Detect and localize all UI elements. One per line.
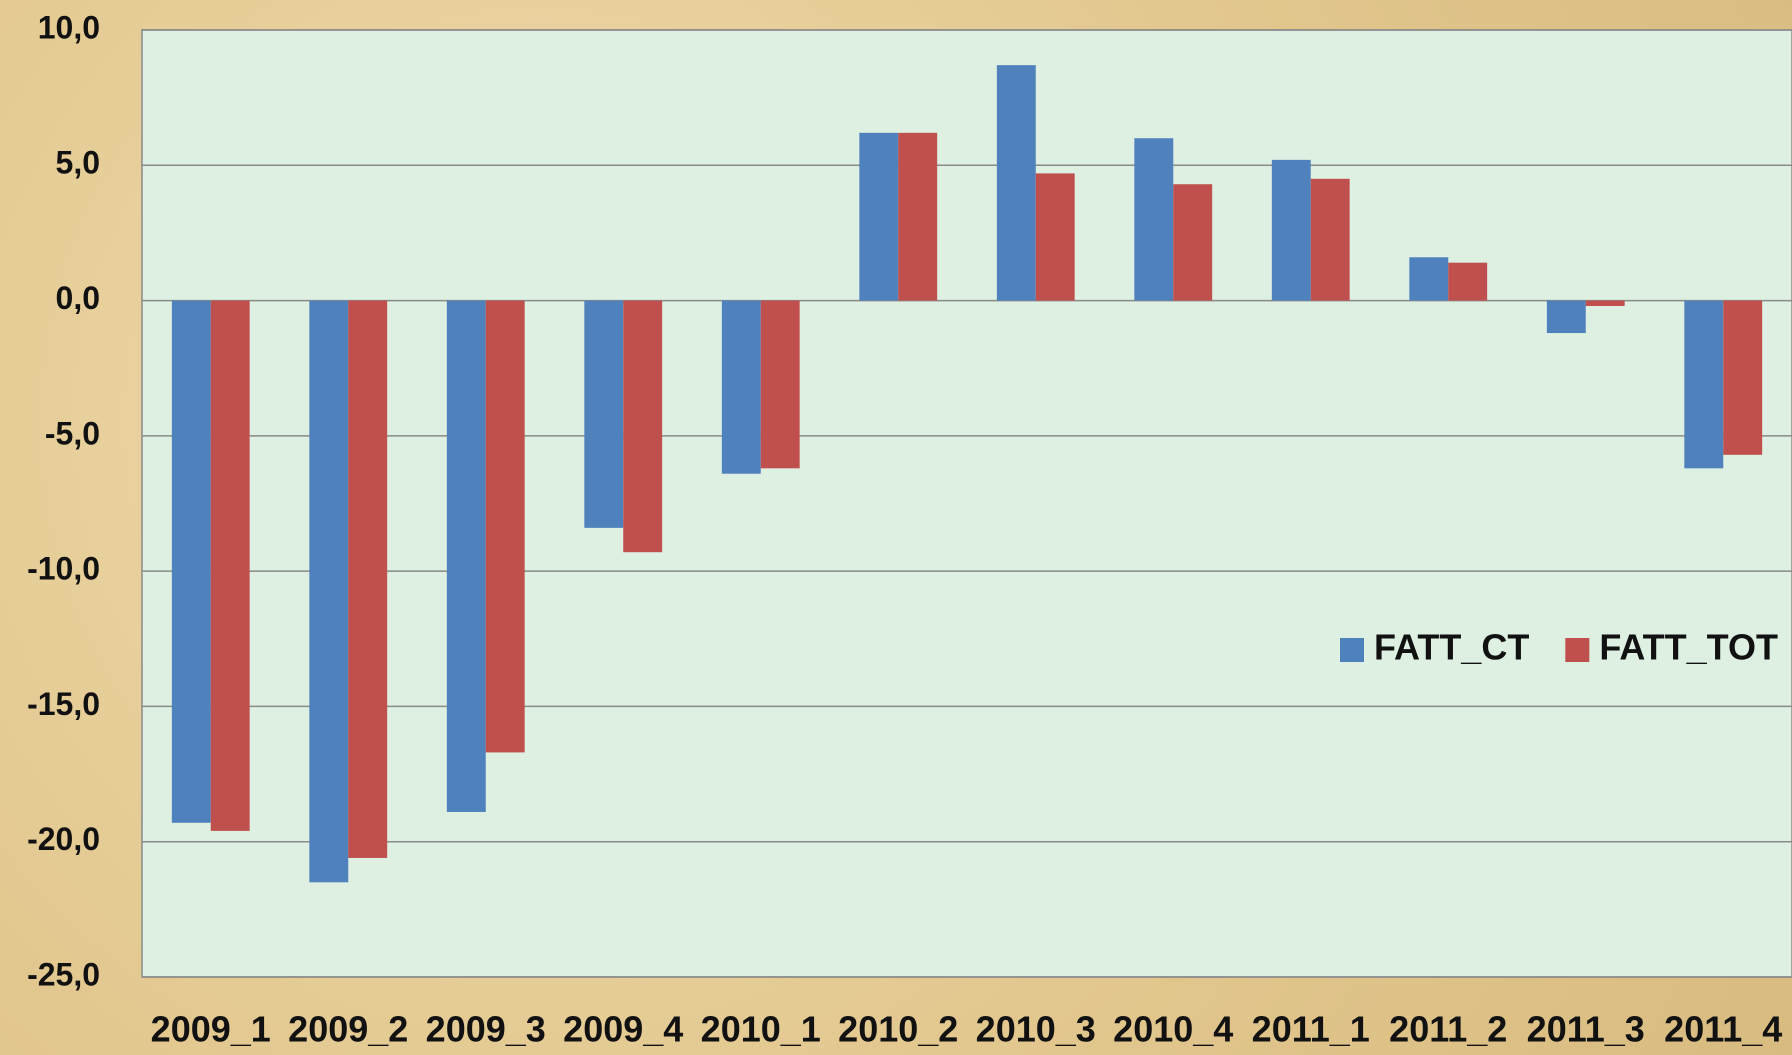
x-tick-label: 2010_4 bbox=[1113, 1009, 1233, 1050]
y-tick-label: -15,0 bbox=[27, 686, 100, 722]
y-tick-label: 0,0 bbox=[56, 280, 100, 316]
x-tick-label: 2010_2 bbox=[838, 1009, 958, 1050]
y-tick-label: -10,0 bbox=[27, 551, 100, 587]
x-tick-label: 2009_2 bbox=[288, 1009, 408, 1050]
x-tick-label: 2009_4 bbox=[563, 1009, 683, 1050]
bar bbox=[584, 300, 624, 528]
x-tick-label: 2011_3 bbox=[1527, 1009, 1645, 1050]
x-tick-label: 2010_1 bbox=[701, 1009, 821, 1050]
y-tick-label: -25,0 bbox=[27, 956, 100, 992]
bar bbox=[623, 300, 663, 553]
legend-swatch bbox=[1565, 638, 1590, 662]
x-tick-label: 2009_3 bbox=[426, 1009, 546, 1050]
bar bbox=[1684, 300, 1724, 469]
plot-area bbox=[141, 29, 1792, 978]
y-tick-label: 10,0 bbox=[38, 9, 100, 45]
x-tick-label: 2011_1 bbox=[1252, 1009, 1370, 1050]
bar bbox=[1134, 138, 1174, 301]
bar bbox=[1310, 178, 1350, 301]
legend-swatch bbox=[1340, 638, 1364, 662]
bar bbox=[1546, 300, 1586, 334]
legend-label: FATT_CT bbox=[1374, 627, 1529, 668]
bar bbox=[859, 132, 899, 301]
bar bbox=[721, 300, 761, 474]
x-tick-label: 2010_3 bbox=[976, 1009, 1096, 1050]
bar bbox=[1271, 159, 1311, 301]
bar bbox=[485, 300, 525, 753]
x-tick-label: 2011_2 bbox=[1389, 1009, 1507, 1050]
bar bbox=[1448, 262, 1488, 301]
legend-label: FATT_TOT bbox=[1599, 627, 1778, 668]
x-tick-label: 2011_4 bbox=[1664, 1009, 1782, 1050]
bar bbox=[1585, 300, 1625, 306]
bar bbox=[1723, 300, 1763, 455]
bar bbox=[760, 300, 800, 469]
bar bbox=[1173, 184, 1213, 301]
y-tick-label: -20,0 bbox=[27, 821, 100, 857]
bar bbox=[309, 300, 349, 883]
bar bbox=[1035, 173, 1075, 301]
bar bbox=[348, 300, 388, 858]
x-tick-label: 2009_1 bbox=[151, 1009, 271, 1050]
bar bbox=[171, 300, 211, 823]
bar bbox=[446, 300, 486, 812]
bar bbox=[996, 65, 1036, 301]
bar bbox=[1409, 257, 1449, 301]
y-tick-label: 5,0 bbox=[56, 145, 100, 181]
bar bbox=[210, 300, 250, 831]
bar bbox=[898, 132, 938, 301]
y-tick-label: -5,0 bbox=[45, 415, 100, 451]
